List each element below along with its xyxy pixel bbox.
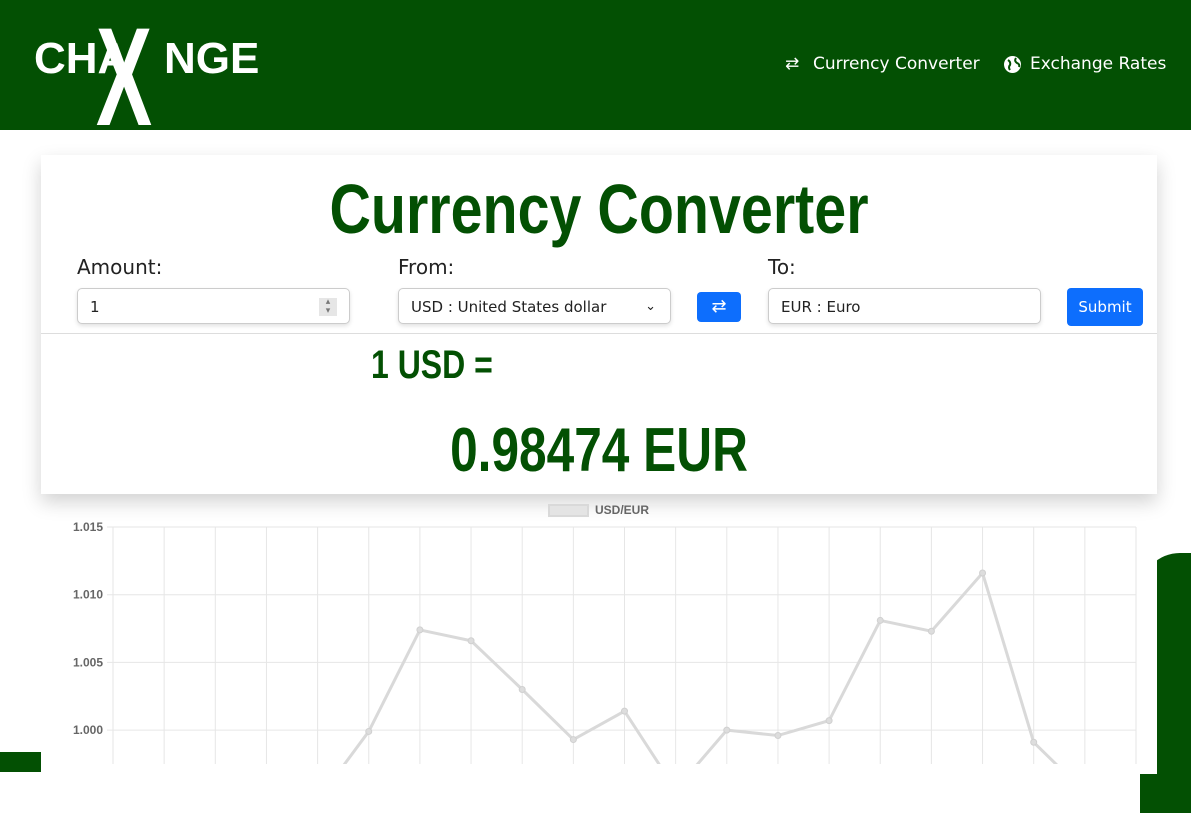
legend-label: USD/EUR <box>595 503 649 517</box>
data-point <box>723 726 731 734</box>
label: From: <box>398 255 455 279</box>
data-point <box>1030 738 1038 746</box>
data-point <box>416 626 424 634</box>
chart: 1.015 1.010 1.005 1.000 USD/EUR <box>73 503 1137 764</box>
label: Amount: <box>77 255 163 279</box>
title: Currency Converter <box>329 170 869 248</box>
legend-swatch <box>548 504 589 517</box>
amount-input[interactable]: 1 ▴ ▾ <box>77 288 350 324</box>
y-tick-label: 1.005 <box>73 655 103 669</box>
data-point <box>825 717 833 725</box>
select-value: USD : United States dollar <box>411 298 607 316</box>
data-point <box>774 732 782 740</box>
globe-icon <box>1004 56 1021 73</box>
logo-text[interactable]: NGE <box>164 34 260 83</box>
data-point <box>365 727 373 735</box>
spinner[interactable]: ▴ ▾ <box>319 298 337 316</box>
logo-text[interactable]: CHA <box>34 34 130 83</box>
nav-icon[interactable]: ⇄ <box>785 54 800 74</box>
data-point <box>467 637 475 645</box>
swap-button[interactable]: ⇄ <box>697 292 741 322</box>
data-point <box>876 616 884 624</box>
chevron: ⌄ <box>645 299 656 314</box>
data-point <box>927 627 935 635</box>
data-point <box>569 736 577 744</box>
label: To: <box>768 255 796 279</box>
y-tick-label: 1.000 <box>73 723 103 737</box>
y-tick-label: 1.010 <box>73 588 103 602</box>
to-input[interactable]: EUR : Euro <box>768 288 1041 324</box>
logo-x[interactable]: X <box>96 0 153 155</box>
submit-button[interactable]: Submit <box>1067 288 1143 326</box>
chart-panel <box>41 494 1157 774</box>
divider <box>41 333 1157 334</box>
series-line <box>342 570 1059 764</box>
data-point <box>621 707 628 715</box>
converter-card: Currency Converter Amount: 1 ▴ ▾ From: USD… <box>41 155 1157 494</box>
input-value: EUR : Euro <box>781 298 861 316</box>
header: CHA X NGE ⇄ Currency Converter Exchange … <box>0 0 1191 155</box>
from-select[interactable]: USD : United States dollar ⌄ <box>398 288 671 324</box>
data-point <box>979 569 987 577</box>
nav-link[interactable]: Exchange Rates <box>1030 54 1167 74</box>
nav-link[interactable]: Currency Converter <box>813 54 980 74</box>
input-value: 1 <box>90 298 100 316</box>
result-from: 1 USD = <box>371 343 493 387</box>
result-to: 0.98474 EUR <box>450 416 748 485</box>
y-tick-label: 1.015 <box>73 520 103 534</box>
data-point <box>518 685 526 693</box>
